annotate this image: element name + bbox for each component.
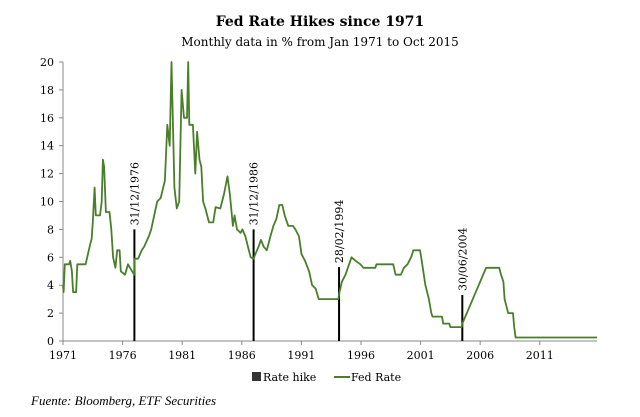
rate-hike-label: 31/12/1986 — [248, 162, 261, 225]
x-tick-label: 2001 — [407, 349, 435, 362]
y-tick-label: 6 — [47, 251, 54, 264]
y-tick-label: 20 — [40, 56, 54, 69]
chart-title: Fed Rate Hikes since 1971 — [215, 14, 425, 30]
x-tick-label: 1991 — [287, 349, 315, 362]
y-tick-label: 4 — [47, 279, 54, 292]
y-tick-label: 0 — [47, 335, 54, 348]
rate-hike-label: 31/12/1976 — [128, 162, 141, 225]
x-tick-label: 1986 — [228, 349, 256, 362]
x-tick-label: 1971 — [49, 349, 77, 362]
legend-rate-hike-label: Rate hike — [263, 371, 316, 384]
y-tick-label: 10 — [40, 196, 54, 209]
y-tick-label: 2 — [47, 307, 54, 320]
rate-hike-label: 30/06/2004 — [456, 228, 469, 291]
x-tick-label: 1996 — [347, 349, 375, 362]
chart-subtitle: Monthly data in % from Jan 1971 to Oct 2… — [181, 35, 459, 49]
y-tick-label: 8 — [47, 223, 54, 236]
x-tick-label: 2006 — [466, 349, 494, 362]
y-tick-label: 18 — [40, 84, 54, 97]
y-tick-label: 14 — [40, 140, 54, 153]
source-note: Fuente: Bloomberg, ETF Securities — [31, 393, 217, 408]
y-tick-label: 16 — [40, 112, 54, 125]
rate-hike-label: 28/02/1994 — [333, 200, 346, 263]
fed-rate-line — [62, 61, 597, 339]
x-tick-label: 2011 — [526, 349, 554, 362]
x-tick-label: 1981 — [168, 349, 196, 362]
legend-fed-rate-label: Fed Rate — [351, 371, 401, 384]
x-tick-label: 1976 — [109, 349, 137, 362]
legend-rate-hike-swatch — [252, 372, 261, 381]
y-tick-label: 12 — [40, 168, 54, 181]
